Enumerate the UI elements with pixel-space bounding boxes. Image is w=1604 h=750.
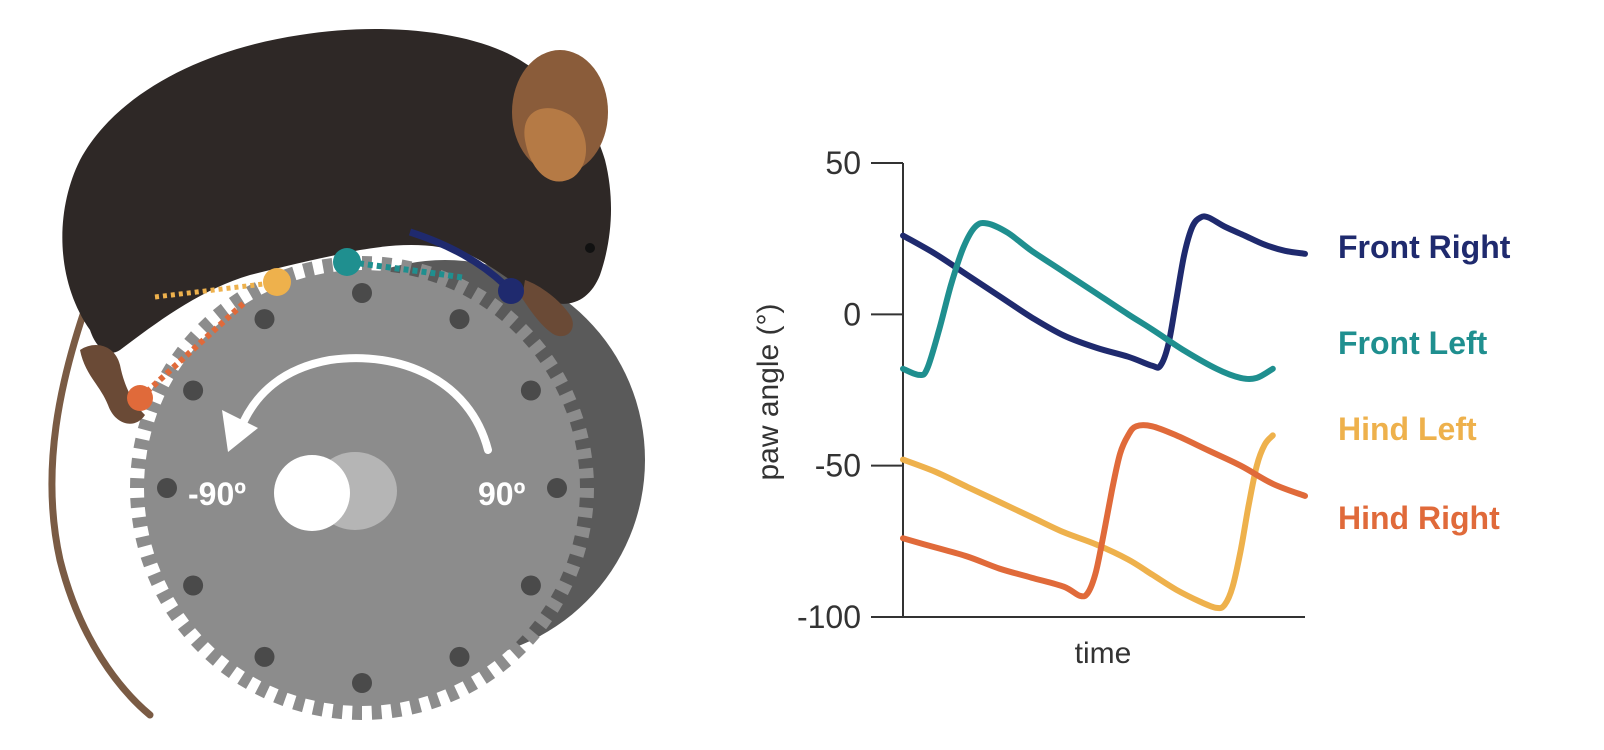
front-left-limb-marker	[349, 259, 466, 281]
series-line-hind-right	[900, 422, 1308, 600]
wheel-bolt-hole	[449, 646, 470, 667]
front-left-paw-marker	[333, 248, 361, 276]
front-right-paw-marker	[498, 278, 524, 304]
wheel-bolt-hole	[520, 575, 541, 596]
wheel-bolt-hole	[183, 575, 204, 596]
hind-left-paw-marker	[263, 268, 291, 296]
legend-label-hind-left: Hind Left	[1338, 411, 1477, 447]
y-axis-label: paw angle (°)	[752, 303, 785, 480]
wheel-bolt-hole	[449, 309, 470, 330]
paw-angle-chart: 50 0 -50 -100 time paw angle (°) Front Righ…	[752, 145, 1511, 670]
hind-right-paw-marker	[127, 385, 153, 411]
series-line-front-left	[900, 219, 1276, 383]
wheel-bolt-hole	[547, 478, 567, 498]
wheel-label-pos-90: 90º	[478, 476, 526, 512]
legend-label-front-left: Front Left	[1338, 325, 1488, 361]
mouse-eye	[585, 243, 595, 253]
mouse-hind-leg	[80, 345, 145, 424]
x-axis-label: time	[1075, 637, 1132, 670]
wheel-label-neg-90: -90º	[188, 476, 246, 512]
mouse-tail	[48, 296, 154, 719]
wheel-bolt-hole	[157, 478, 177, 498]
front-right-limb-marker	[408, 228, 508, 288]
wheel-bolt-hole	[520, 380, 541, 401]
series-lines	[900, 213, 1308, 612]
hind-right-limb-marker	[137, 299, 248, 401]
hind-left-limb-marker	[154, 280, 273, 300]
y-tick-label: -100	[797, 599, 861, 635]
y-tick-label: -50	[815, 448, 861, 484]
legend-label-front-right: Front Right	[1338, 229, 1511, 265]
wheel-bolt-hole	[352, 673, 372, 693]
y-tick-label: 50	[825, 145, 861, 181]
series-line-hind-left	[900, 432, 1276, 612]
wheel-bolt-hole	[254, 309, 275, 330]
y-tick-label: 0	[843, 296, 861, 332]
mouse-body	[62, 28, 612, 353]
rotation-arrow	[236, 354, 492, 454]
legend: Front Right Front Left Hind Left Hind Right	[1338, 229, 1511, 536]
y-ticks: 50 0 -50 -100	[797, 145, 903, 635]
wheel-axle	[274, 455, 350, 531]
series-line-front-right	[900, 213, 1308, 371]
wheel-bolt-hole	[254, 646, 275, 667]
rotation-arrowhead	[222, 410, 258, 452]
mouse-front-leg	[522, 280, 573, 337]
legend-label-hind-right: Hind Right	[1338, 500, 1500, 536]
wheel-bolt-hole	[183, 380, 204, 401]
mouse-on-wheel-illustration: -90º 90º	[48, 28, 645, 720]
mouse-ear-inner	[524, 108, 587, 182]
wheel-bolt-hole	[352, 283, 372, 303]
